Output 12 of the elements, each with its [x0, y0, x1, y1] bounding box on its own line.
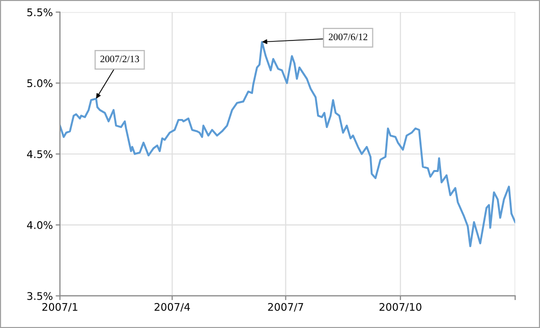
- y-tick-label: 4.5%: [27, 150, 52, 158]
- y-tick-label: 5.5%: [27, 8, 52, 16]
- y-tick-label: 3.5%: [27, 292, 52, 300]
- x-tick-label: 2007/4: [154, 302, 190, 312]
- x-tick-label: 2007/10: [380, 302, 422, 312]
- y-tick-label: 5.0%: [27, 79, 52, 88]
- annotation: 2007/6/12: [328, 34, 368, 40]
- y-tick-label: 4.0%: [27, 221, 52, 230]
- line-series: [60, 40, 516, 248]
- x-tick-label: 2007/1: [42, 302, 78, 312]
- x-tick-label: 2007/7: [268, 302, 304, 312]
- annotation: 2007/2/13: [100, 56, 140, 62]
